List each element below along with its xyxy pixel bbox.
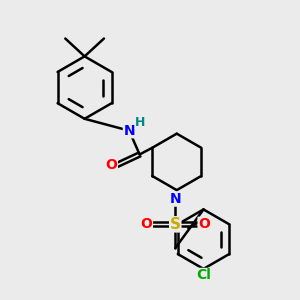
- Text: N: N: [123, 124, 135, 138]
- Text: H: H: [135, 116, 146, 129]
- Text: Cl: Cl: [196, 268, 211, 282]
- Text: N: N: [169, 192, 181, 206]
- Text: O: O: [198, 217, 210, 231]
- Text: S: S: [170, 217, 181, 232]
- Text: O: O: [105, 158, 117, 172]
- Text: O: O: [140, 217, 152, 231]
